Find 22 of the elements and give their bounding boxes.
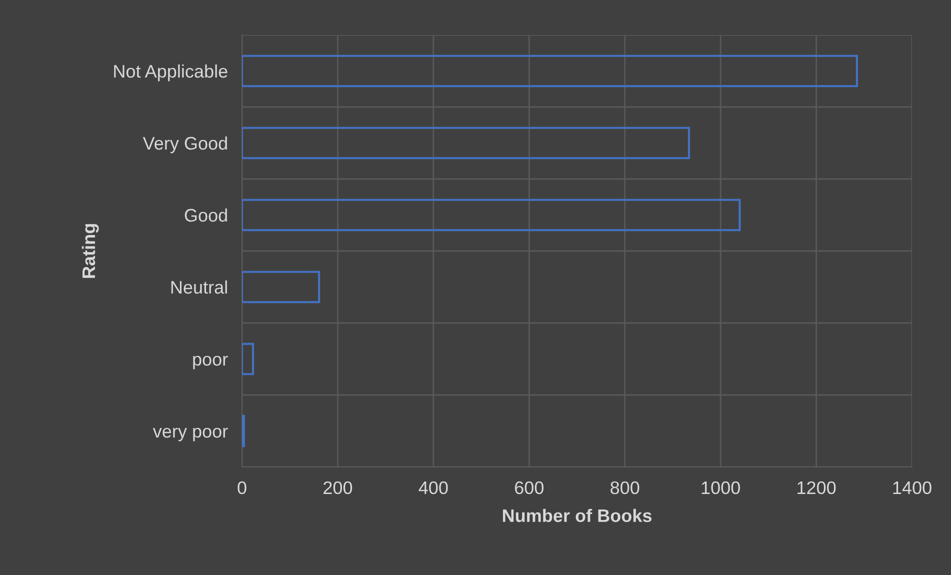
bar [242,270,320,304]
y-tick-label: Very Good [142,136,227,154]
y-tick-label: Good [184,208,227,222]
x-tick-label: 1200 [798,481,836,494]
x-tick-label: 0 [238,481,246,494]
bar [242,342,254,376]
y-axis-title: Rating [82,224,99,278]
y-tick-label: Not Applicable [114,64,228,82]
bar [242,198,741,232]
bar [242,414,245,448]
x-tick-label: 1000 [702,481,740,494]
x-tick-label: 800 [610,481,640,494]
y-tick-label: very poor [152,428,228,442]
x-tick-label: 600 [515,481,544,494]
x-tick-label: 200 [324,481,352,494]
y-tick-label: poor [193,356,228,370]
bar [242,54,858,88]
x-tick-label: 1400 [893,481,932,494]
x-axis-title: Number of Books [502,508,652,522]
bar [242,126,690,160]
y-tick-label: Neutral [171,280,227,294]
x-tick-label: 400 [418,481,448,494]
